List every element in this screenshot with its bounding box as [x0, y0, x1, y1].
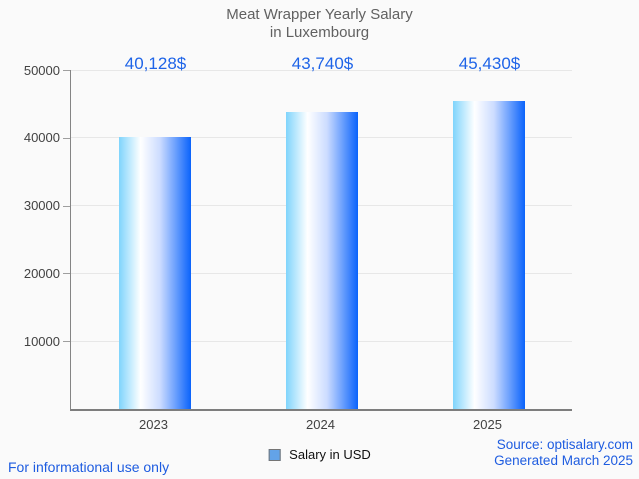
salary-bar-2025	[452, 101, 525, 409]
bar-value-label: 40,128$	[124, 54, 187, 73]
bar-value-label: 45,430$	[458, 54, 521, 73]
x-axis-label: 2024	[306, 417, 335, 432]
y-axis-label: 20000	[23, 265, 60, 281]
x-axis-label: 2025	[473, 417, 502, 432]
bar-value-label: 43,740$	[291, 54, 354, 73]
legend-marker-icon	[268, 448, 281, 461]
chart-title-line2: in Luxembourg	[269, 24, 370, 41]
y-axis-tick	[63, 341, 70, 343]
y-axis-label: 30000	[23, 198, 60, 214]
y-axis-label: 10000	[23, 333, 60, 349]
y-axis-tick	[63, 137, 70, 139]
generated-date: Generated March 2025	[494, 453, 633, 468]
y-axis-label: 40000	[23, 130, 60, 146]
source-attribution: Source: optisalary.com Generated March 2…	[494, 437, 633, 469]
chart-title-line1: Meat Wrapper Yearly Salary	[226, 6, 413, 23]
y-axis-tick	[63, 205, 70, 207]
legend: Salary in USD	[268, 447, 371, 462]
y-axis-label: 50000	[23, 62, 60, 78]
legend-label: Salary in USD	[289, 447, 371, 462]
y-axis-tick	[63, 273, 70, 275]
salary-bar-2023	[118, 137, 191, 409]
source-link[interactable]: Source: optisalary.com	[496, 437, 633, 452]
gridline	[71, 69, 572, 71]
plot-area	[70, 69, 572, 411]
x-axis-label: 2023	[139, 417, 168, 432]
disclaimer-text: For informational use only	[8, 459, 170, 475]
salary-bar-2024	[285, 112, 358, 409]
chart-title: Meat Wrapper Yearly Salary in Luxembourg	[0, 6, 639, 42]
y-axis-tick	[63, 70, 70, 71]
